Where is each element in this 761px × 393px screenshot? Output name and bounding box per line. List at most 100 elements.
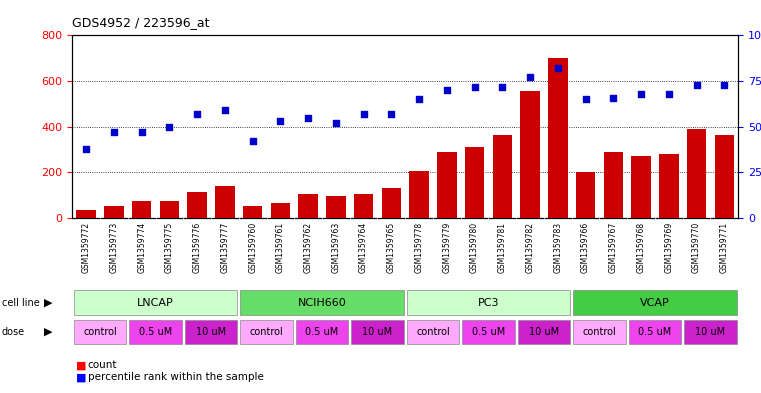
Text: count: count [88, 360, 117, 371]
Bar [160, 201, 179, 218]
Point [385, 111, 397, 117]
Bar [576, 173, 595, 218]
Point [690, 82, 702, 88]
Text: GSM1359770: GSM1359770 [692, 222, 701, 273]
Bar [465, 147, 484, 218]
Text: 10 uM: 10 uM [362, 327, 393, 337]
Text: 0.5 uM: 0.5 uM [139, 327, 172, 337]
Point [219, 107, 231, 114]
Text: cell line: cell line [2, 298, 40, 308]
Text: GSM1359765: GSM1359765 [387, 222, 396, 273]
Point [135, 129, 148, 135]
Text: GSM1359768: GSM1359768 [636, 222, 645, 273]
Text: GSM1359775: GSM1359775 [165, 222, 174, 273]
Bar [132, 201, 151, 218]
Text: 0.5 uM: 0.5 uM [638, 327, 671, 337]
Point [552, 65, 564, 72]
Text: 10 uM: 10 uM [196, 327, 226, 337]
Text: GSM1359772: GSM1359772 [81, 222, 91, 273]
Text: GSM1359771: GSM1359771 [720, 222, 729, 273]
Bar [74, 320, 126, 344]
Bar [684, 320, 737, 344]
Text: GSM1359762: GSM1359762 [304, 222, 313, 273]
Text: 10 uM: 10 uM [696, 327, 725, 337]
Bar [187, 192, 207, 218]
Text: 0.5 uM: 0.5 uM [305, 327, 339, 337]
Text: control: control [416, 327, 450, 337]
Point [413, 96, 425, 103]
Point [607, 94, 619, 101]
Bar [409, 171, 428, 218]
Text: 0.5 uM: 0.5 uM [472, 327, 505, 337]
Point [302, 114, 314, 121]
Bar [687, 129, 706, 218]
Bar [298, 194, 318, 218]
Point [247, 138, 259, 145]
Text: PC3: PC3 [478, 298, 499, 308]
Text: GSM1359778: GSM1359778 [415, 222, 424, 273]
Text: control: control [583, 327, 616, 337]
Bar [215, 186, 234, 218]
Text: ▶: ▶ [44, 298, 53, 308]
Text: dose: dose [2, 327, 24, 337]
Text: VCAP: VCAP [640, 298, 670, 308]
Bar [517, 320, 570, 344]
Bar [76, 210, 96, 218]
Text: control: control [83, 327, 117, 337]
Text: LNCAP: LNCAP [137, 298, 174, 308]
Text: ▶: ▶ [44, 327, 53, 337]
Text: GSM1359760: GSM1359760 [248, 222, 257, 273]
Bar [462, 320, 515, 344]
Point [579, 96, 591, 103]
Bar [632, 156, 651, 218]
Bar [240, 290, 404, 315]
Bar [354, 194, 374, 218]
Point [274, 118, 286, 125]
Text: percentile rank within the sample: percentile rank within the sample [88, 372, 263, 382]
Text: NCIH660: NCIH660 [298, 298, 346, 308]
Bar [351, 320, 404, 344]
Point [358, 111, 370, 117]
Text: ■: ■ [76, 372, 87, 382]
Point [663, 91, 675, 97]
Text: GSM1359780: GSM1359780 [470, 222, 479, 273]
Bar [437, 152, 457, 218]
Point [108, 129, 120, 135]
Bar [382, 188, 401, 218]
Bar [603, 152, 623, 218]
Bar [104, 206, 123, 218]
Bar [295, 320, 349, 344]
Bar [326, 196, 345, 218]
Text: GSM1359769: GSM1359769 [664, 222, 673, 273]
Text: GSM1359781: GSM1359781 [498, 222, 507, 273]
Text: GSM1359766: GSM1359766 [581, 222, 590, 273]
Bar [492, 135, 512, 218]
Text: GSM1359777: GSM1359777 [221, 222, 229, 273]
Point [635, 91, 647, 97]
Text: GSM1359763: GSM1359763 [331, 222, 340, 273]
Bar [74, 290, 237, 315]
Point [469, 83, 481, 90]
Text: GSM1359782: GSM1359782 [526, 222, 534, 273]
Bar [271, 203, 290, 218]
Bar [185, 320, 237, 344]
Text: GSM1359761: GSM1359761 [276, 222, 285, 273]
Bar [629, 320, 681, 344]
Text: GSM1359783: GSM1359783 [553, 222, 562, 273]
Point [718, 82, 731, 88]
Text: ■: ■ [76, 360, 87, 371]
Text: GSM1359773: GSM1359773 [110, 222, 119, 273]
Bar [659, 154, 679, 218]
Point [441, 87, 453, 94]
Text: GSM1359776: GSM1359776 [193, 222, 202, 273]
Point [496, 83, 508, 90]
Point [524, 74, 537, 81]
Point [330, 120, 342, 126]
Text: control: control [250, 327, 283, 337]
Text: 10 uM: 10 uM [529, 327, 559, 337]
Point [80, 145, 92, 152]
Bar [240, 320, 293, 344]
Text: GSM1359774: GSM1359774 [137, 222, 146, 273]
Bar [573, 290, 737, 315]
Bar [548, 58, 568, 218]
